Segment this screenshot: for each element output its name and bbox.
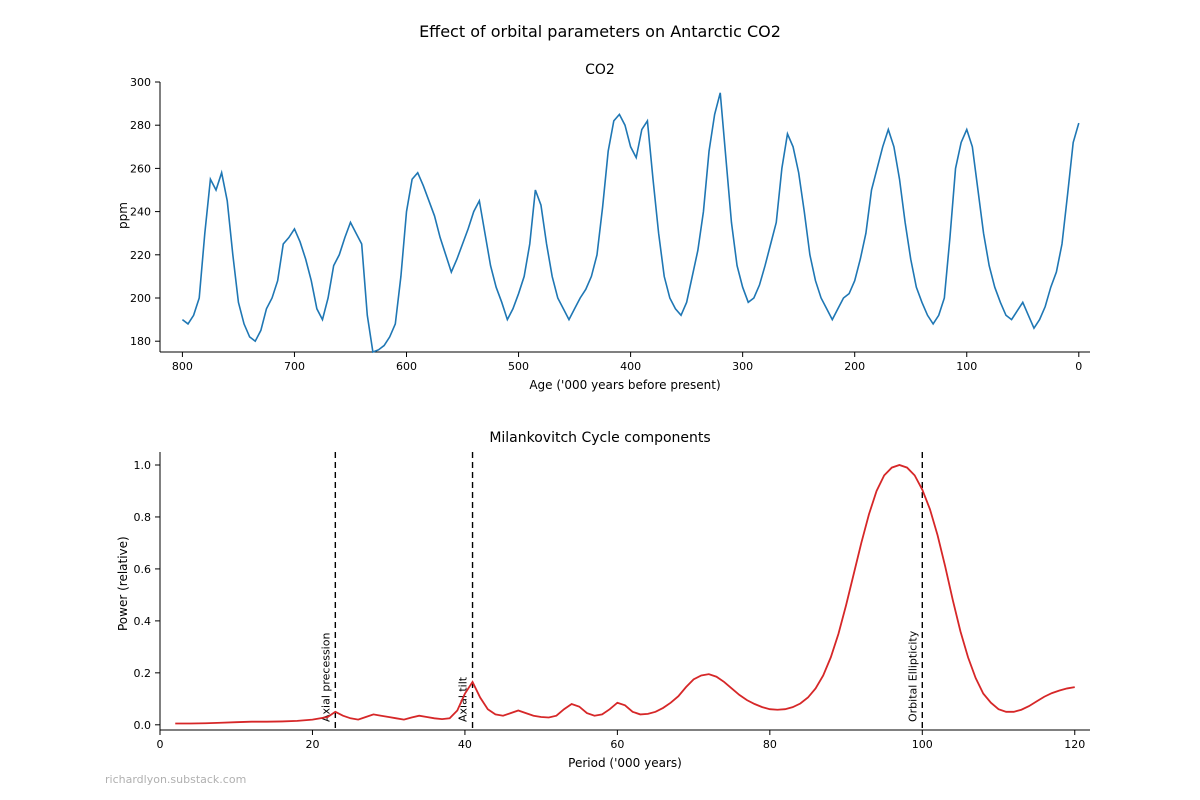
spectrum-svg: 0204060801001200.00.20.40.60.81.0Axial p…	[160, 452, 1090, 770]
vline-label: Axial precession	[319, 633, 332, 722]
spectrum-xlabel: Period ('000 years)	[160, 756, 1090, 770]
x-tick-label: 100	[912, 738, 933, 751]
y-tick-label: 0.6	[134, 563, 152, 576]
co2-title: CO2	[0, 62, 1200, 78]
y-tick-label: 0.4	[134, 615, 152, 628]
spectrum-axes: 0204060801001200.00.20.40.60.81.0Axial p…	[160, 452, 1090, 730]
x-tick-label: 800	[172, 360, 193, 373]
x-tick-label: 400	[620, 360, 641, 373]
x-tick-label: 120	[1064, 738, 1085, 751]
data-line	[182, 93, 1078, 352]
x-tick-label: 40	[458, 738, 472, 751]
y-tick-label: 0.0	[134, 719, 152, 732]
x-tick-label: 0	[1075, 360, 1082, 373]
figure-suptitle: Effect of orbital parameters on Antarcti…	[0, 22, 1200, 41]
data-line	[175, 465, 1075, 724]
y-tick-label: 220	[130, 249, 151, 262]
figure-root: Effect of orbital parameters on Antarcti…	[0, 0, 1200, 800]
credit-text: richardlyon.substack.com	[105, 773, 246, 786]
y-tick-label: 180	[130, 335, 151, 348]
x-tick-label: 60	[610, 738, 624, 751]
co2-axes: 8007006005004003002001000180200220240260…	[160, 82, 1090, 352]
y-tick-label: 0.2	[134, 667, 152, 680]
co2-xlabel: Age ('000 years before present)	[160, 378, 1090, 392]
y-tick-label: 0.8	[134, 511, 152, 524]
co2-svg: 8007006005004003002001000180200220240260…	[160, 82, 1090, 392]
x-tick-label: 600	[396, 360, 417, 373]
x-tick-label: 700	[284, 360, 305, 373]
vline-label: Orbital Ellipticity	[906, 630, 919, 722]
x-tick-label: 100	[956, 360, 977, 373]
y-tick-label: 1.0	[134, 459, 152, 472]
x-tick-label: 300	[732, 360, 753, 373]
y-tick-label: 200	[130, 292, 151, 305]
spectrum-ylabel: Power (relative)	[116, 536, 130, 631]
y-tick-label: 240	[130, 206, 151, 219]
x-tick-label: 80	[763, 738, 777, 751]
y-tick-label: 280	[130, 119, 151, 132]
y-tick-label: 300	[130, 76, 151, 89]
x-tick-label: 20	[305, 738, 319, 751]
x-tick-label: 200	[844, 360, 865, 373]
x-tick-label: 500	[508, 360, 529, 373]
co2-ylabel: ppm	[116, 202, 130, 229]
x-tick-label: 0	[157, 738, 164, 751]
y-tick-label: 260	[130, 162, 151, 175]
spectrum-title: Milankovitch Cycle components	[0, 430, 1200, 446]
